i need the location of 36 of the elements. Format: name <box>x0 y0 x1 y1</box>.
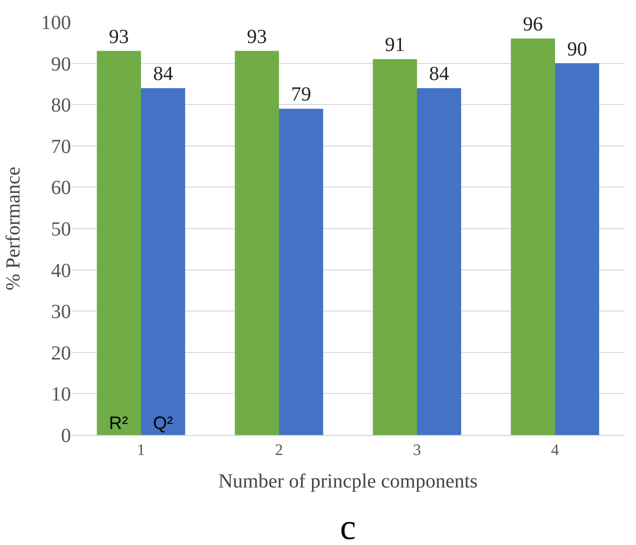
y-tick-label: 80 <box>51 94 71 117</box>
y-tick-label: 70 <box>51 136 71 158</box>
y-tick-label: 20 <box>51 342 71 364</box>
bar <box>417 88 462 435</box>
y-tick-label: 30 <box>51 301 71 324</box>
y-tick-label: 60 <box>51 177 71 200</box>
bar <box>555 63 600 435</box>
bar <box>141 88 186 435</box>
x-axis-title: Number of princple components <box>218 470 478 493</box>
x-tick-label: 4 <box>551 442 559 460</box>
x-tick-label: 1 <box>137 442 145 460</box>
data-label: 84 <box>153 63 174 86</box>
bar <box>234 50 279 435</box>
y-tick-label: 90 <box>51 53 71 76</box>
data-label: 90 <box>567 38 588 60</box>
bar <box>96 50 141 435</box>
y-tick-label: 100 <box>41 12 71 34</box>
bar <box>372 59 417 435</box>
y-tick-label: 50 <box>51 218 71 240</box>
data-label: 93 <box>246 26 267 48</box>
data-label: 84 <box>429 63 450 86</box>
data-label: 91 <box>384 34 405 56</box>
series-label: Q² <box>153 413 173 433</box>
series-label: R² <box>109 413 128 433</box>
text: c <box>340 507 356 545</box>
bar <box>510 38 555 435</box>
y-axis-title: % Performance <box>2 166 24 290</box>
data-label: 79 <box>291 84 312 106</box>
y-tick-label: 10 <box>51 384 71 406</box>
data-label: 93 <box>108 26 129 48</box>
data-label: 96 <box>522 14 543 36</box>
x-tick-label: 2 <box>275 442 283 460</box>
x-tick-label: 3 <box>413 442 421 460</box>
y-tick-label: 40 <box>51 260 71 282</box>
y-tick-label: 0 <box>61 425 71 447</box>
bar <box>279 108 324 435</box>
